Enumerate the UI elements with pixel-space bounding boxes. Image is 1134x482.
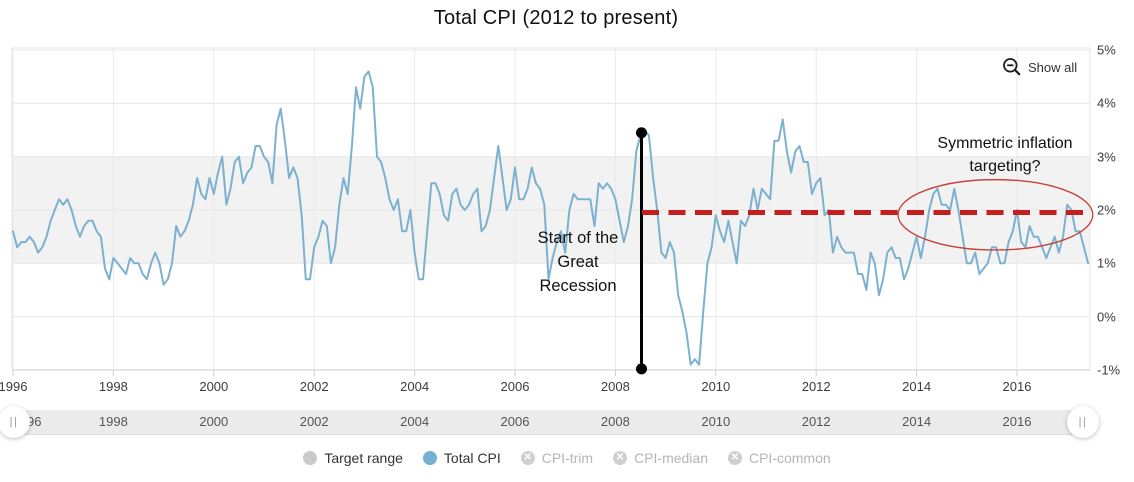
legend: Target range Total CPI ✕ CPI-trim ✕ CPI-media…: [0, 450, 1134, 466]
recession-annotation: Start of the Great Recession: [493, 226, 663, 298]
y-axis-label: -1%: [1097, 362, 1121, 378]
navigator-handle-right[interactable]: ||: [1067, 406, 1099, 438]
hidden-series-x-icon: ✕: [613, 451, 628, 465]
legend-item-target-range[interactable]: Target range: [303, 450, 403, 466]
legend-item-label: CPI-median: [634, 450, 708, 466]
y-axis-label: 0%: [1097, 309, 1116, 325]
x-axis-label: 2014: [902, 379, 932, 394]
y-axis-label: 2%: [1097, 202, 1116, 218]
y-axis-label: 3%: [1097, 149, 1116, 165]
x-axis-label: 2010: [701, 379, 731, 394]
series-line-total-cpi[interactable]: [12, 70, 1090, 366]
recession-annotation-line: Start of the: [537, 229, 619, 247]
x-axis-label: 2006: [500, 379, 530, 394]
series-swatch-icon: [422, 451, 437, 465]
show-all-button[interactable]: Show all: [1002, 57, 1077, 77]
x-axis-label: 2012: [801, 379, 831, 394]
recession-marker-top-dot: [636, 127, 648, 139]
show-all-label: Show all: [1028, 59, 1078, 75]
x-glyph: ✕: [523, 452, 532, 463]
navigator-strip[interactable]: 96 1998 2000 2002 2004 2006 2008 2010 2012 2014 20…: [10, 410, 1090, 435]
x-glyph: ✕: [730, 452, 740, 463]
y-axis-label: 5%: [1097, 42, 1116, 58]
x-axis-label: 2016: [1002, 379, 1032, 394]
x-axis-label: 1998: [98, 379, 128, 394]
navigator-label: 2000: [199, 414, 229, 429]
navigator-label: 2012: [801, 414, 831, 429]
legend-item-label: Total CPI: [443, 450, 501, 466]
recession-annotation-line: Recession: [539, 277, 617, 295]
hidden-series-x-icon: ✕: [520, 451, 535, 465]
navigator-label: 2016: [1002, 414, 1032, 429]
legend-item-total-cpi[interactable]: Total CPI: [422, 450, 501, 466]
navigator-label: 2004: [400, 414, 430, 429]
x-axis-label: 2000: [199, 379, 229, 394]
y-axis-label: 1%: [1097, 255, 1116, 271]
recession-annotation-line: Great: [557, 253, 599, 271]
x-glyph: ✕: [615, 452, 625, 463]
targeting-annotation-line: targeting?: [969, 158, 1041, 175]
zoom-out-icon: [1002, 57, 1022, 77]
navigator-handle-left[interactable]: ||: [0, 406, 30, 438]
legend-item-cpi-common[interactable]: ✕ CPI-common: [727, 450, 831, 466]
targeting-annotation: Symmetric inflation targeting?: [895, 132, 1115, 178]
x-axis-label: 2002: [299, 379, 329, 394]
x-axis-label: 2008: [600, 379, 630, 394]
navigator-label: 2010: [701, 414, 731, 429]
navigator-label: 2002: [299, 414, 329, 429]
legend-item-label: CPI-trim: [541, 450, 594, 466]
series-swatch-icon: [303, 451, 318, 465]
y-axis-label: 4%: [1097, 95, 1116, 111]
legend-item-cpi-trim[interactable]: ✕ CPI-trim: [520, 450, 594, 466]
targeting-ellipse: [897, 178, 1094, 251]
chart-title: Total CPI (2012 to present): [433, 7, 679, 29]
x-axis-label: 2004: [400, 379, 430, 394]
legend-item-label: Target range: [324, 450, 403, 466]
x-axis-label: 1996: [0, 379, 28, 394]
legend-item-cpi-median[interactable]: ✕ CPI-median: [613, 450, 708, 466]
navigator-label: 2008: [600, 414, 630, 429]
navigator-label: 2014: [902, 414, 932, 429]
navigator-label: 96: [27, 414, 42, 429]
targeting-annotation-line: Symmetric inflation: [937, 135, 1073, 152]
navigator-label: 1998: [98, 414, 128, 429]
recession-marker-bottom-dot: [636, 363, 648, 375]
hidden-series-x-icon: ✕: [727, 451, 742, 465]
navigator-label: 2006: [500, 414, 530, 429]
legend-item-label: CPI-common: [748, 450, 831, 466]
